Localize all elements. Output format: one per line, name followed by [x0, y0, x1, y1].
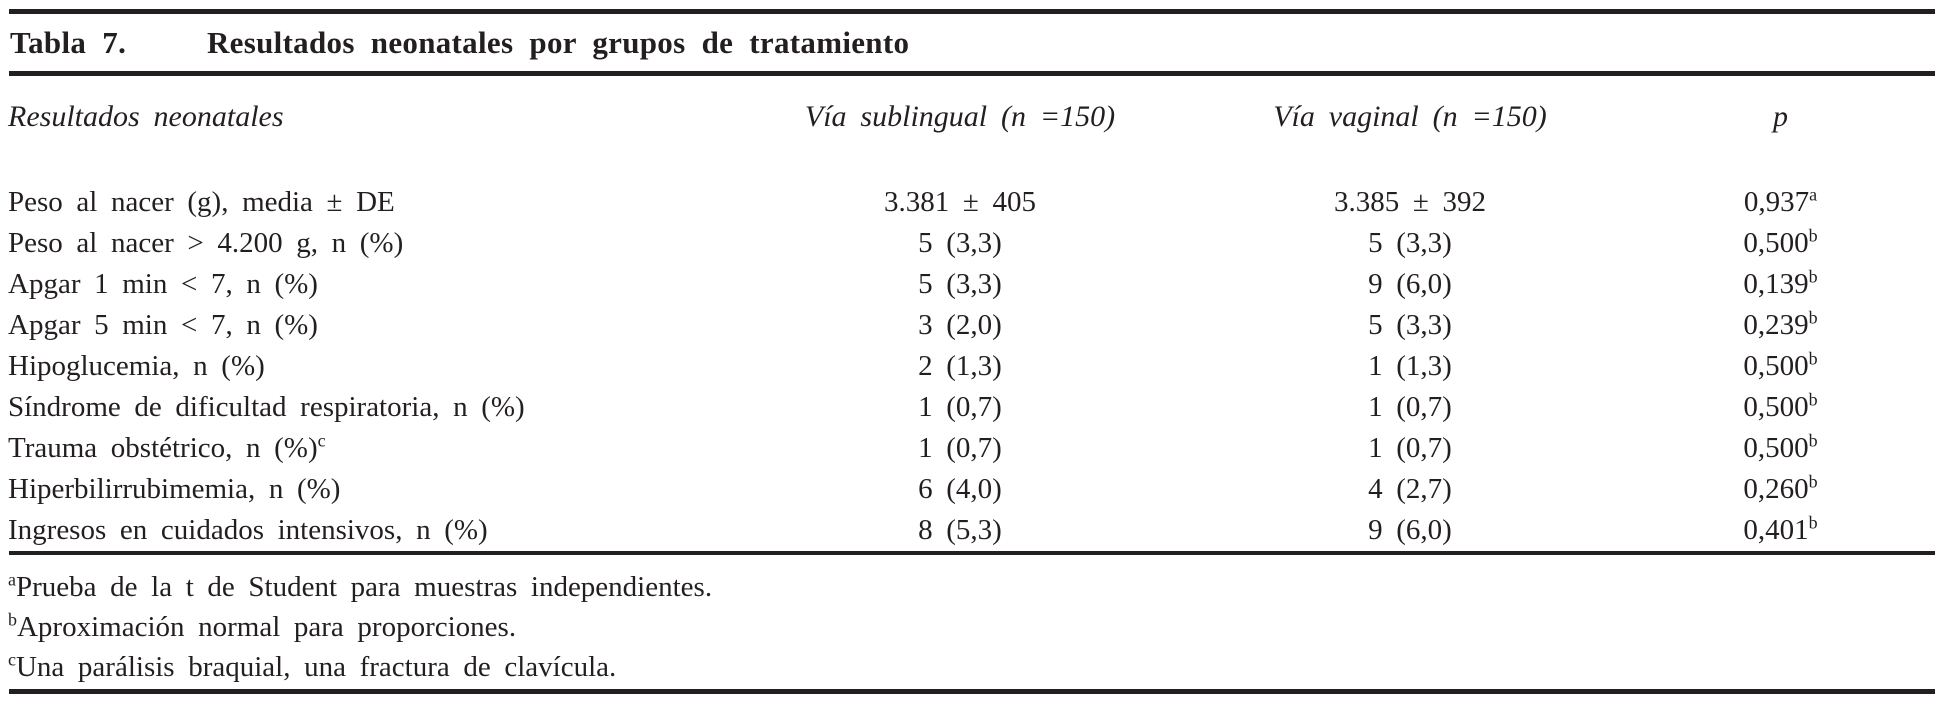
superscript: b: [1808, 225, 1818, 246]
column-header-p: p: [1773, 100, 1788, 133]
sublingual-cell: 1 (0,7): [918, 432, 1002, 464]
sublingual-cell: 5 (3,3): [918, 227, 1002, 259]
p-value: 0,260: [1743, 473, 1809, 505]
sublingual-cell: 2 (1,3): [918, 350, 1002, 382]
outcome-label: Peso al nacer (g), media ± DE: [8, 186, 395, 218]
table-row: Trauma obstétrico, n (%)c 1 (0,7) 1 (0,7…: [0, 428, 1944, 469]
superscript: b: [1808, 348, 1818, 369]
outcome-label: Hiperbilirrubimemia, n (%): [8, 473, 341, 505]
vaginal-cell: 1 (1,3): [1368, 350, 1452, 382]
sublingual-cell: 8 (5,3): [918, 514, 1002, 546]
vaginal-cell: 4 (2,7): [1368, 473, 1452, 505]
superscript: b: [8, 609, 17, 630]
footnote-a: aPrueba de la t de Student para muestras…: [8, 567, 1944, 607]
superscript: b: [1808, 430, 1818, 451]
p-cell: 0,500b: [1645, 387, 1944, 428]
outcome-cell: Apgar 1 min < 7, n (%): [0, 264, 745, 305]
bottom-rule: [9, 689, 1935, 694]
table-row: Síndrome de dificultad respiratoria, n (…: [0, 387, 1944, 428]
table-number: Tabla 7.: [10, 24, 127, 60]
superscript: c: [317, 430, 326, 451]
outcome-cell: Hipoglucemia, n (%): [0, 346, 745, 387]
table-caption: Tabla 7. Resultados neonatales por grupo…: [0, 14, 1944, 71]
p-value: 0,500: [1743, 350, 1809, 382]
superscript: b: [1808, 266, 1818, 287]
table-row: Hiperbilirrubimemia, n (%) 6 (4,0) 4 (2,…: [0, 469, 1944, 510]
footnotes: aPrueba de la t de Student para muestras…: [0, 555, 1944, 687]
superscript: b: [1808, 307, 1818, 328]
table-row: Hipoglucemia, n (%) 2 (1,3) 1 (1,3) 0,50…: [0, 346, 1944, 387]
p-cell: 0,937a: [1645, 182, 1944, 223]
vaginal-cell: 9 (6,0): [1368, 514, 1452, 546]
table-row: Peso al nacer > 4.200 g, n (%) 5 (3,3) 5…: [0, 223, 1944, 264]
outcome-cell: Apgar 5 min < 7, n (%): [0, 305, 745, 346]
superscript: c: [8, 649, 16, 670]
outcome-cell: Peso al nacer (g), media ± DE: [0, 182, 745, 223]
footnote-rule: [9, 551, 1935, 555]
p-value: 0,500: [1743, 391, 1809, 423]
superscript: b: [1808, 389, 1818, 410]
table-row: Peso al nacer (g), media ± DE 3.381 ± 40…: [0, 182, 1944, 223]
p-value: 0,937: [1743, 186, 1810, 218]
p-value: 0,139: [1743, 268, 1809, 300]
table-body: Peso al nacer (g), media ± DE 3.381 ± 40…: [0, 182, 1944, 551]
p-cell: 0,500b: [1645, 346, 1944, 387]
outcome-cell: Peso al nacer > 4.200 g, n (%): [0, 223, 745, 264]
footnote-text: Una parálisis braquial, una fractura de …: [15, 651, 617, 683]
table-header: Resultados neonatales Vía sublingual (n …: [0, 76, 1944, 182]
sublingual-cell: 3 (2,0): [918, 309, 1002, 341]
p-cell: 0,500b: [1645, 223, 1944, 264]
superscript: b: [1808, 471, 1818, 492]
outcome-label: Apgar 5 min < 7, n (%): [8, 309, 318, 341]
p-cell: 0,260b: [1645, 469, 1944, 510]
vaginal-cell: 5 (3,3): [1368, 309, 1452, 341]
vaginal-cell: 1 (0,7): [1368, 432, 1452, 464]
vaginal-cell: 9 (6,0): [1368, 268, 1452, 300]
outcome-label: Síndrome de dificultad respiratoria, n (…: [8, 391, 525, 423]
outcome-cell: Síndrome de dificultad respiratoria, n (…: [0, 387, 745, 428]
sublingual-cell: 3.381 ± 405: [884, 186, 1036, 218]
superscript: a: [8, 569, 16, 590]
table-title: Resultados neonatales por grupos de trat…: [207, 24, 910, 60]
neonatal-outcomes-table: Resultados neonatales Vía sublingual (n …: [0, 76, 1944, 551]
caption-rule: [9, 71, 1935, 76]
outcome-cell: Ingresos en cuidados intensivos, n (%): [0, 510, 745, 551]
p-cell: 0,401b: [1645, 510, 1944, 551]
superscript: b: [1808, 512, 1818, 533]
p-value: 0,239: [1743, 309, 1809, 341]
p-cell: 0,239b: [1645, 305, 1944, 346]
outcome-label: Ingresos en cuidados intensivos, n (%): [8, 514, 488, 546]
outcome-label: Peso al nacer > 4.200 g, n (%): [8, 227, 404, 259]
sublingual-cell: 6 (4,0): [918, 473, 1002, 505]
footnote-c: cUna parálisis braquial, una fractura de…: [8, 647, 1944, 687]
vaginal-cell: 5 (3,3): [1368, 227, 1452, 259]
outcome-cell: Hiperbilirrubimemia, n (%): [0, 469, 745, 510]
header-row: Resultados neonatales Vía sublingual (n …: [0, 76, 1944, 182]
outcome-label: Trauma obstétrico, n (%): [8, 432, 318, 464]
column-header-sublingual: Vía sublingual (n =150): [804, 100, 1116, 133]
table-row: Apgar 5 min < 7, n (%) 3 (2,0) 5 (3,3) 0…: [0, 305, 1944, 346]
footnote-text: Prueba de la t de Student para muestras …: [15, 571, 713, 603]
outcome-label: Apgar 1 min < 7, n (%): [8, 268, 318, 300]
outcome-cell: Trauma obstétrico, n (%)c: [0, 428, 745, 469]
footnote-b: bAproximación normal para proporciones.: [8, 607, 1944, 647]
column-header-outcome: Resultados neonatales: [8, 100, 284, 133]
footnote-text: Aproximación normal para proporciones.: [16, 611, 517, 643]
outcome-label: Hipoglucemia, n (%): [8, 350, 265, 382]
sublingual-cell: 5 (3,3): [918, 268, 1002, 300]
table-row: Apgar 1 min < 7, n (%) 5 (3,3) 9 (6,0) 0…: [0, 264, 1944, 305]
p-cell: 0,139b: [1645, 264, 1944, 305]
vaginal-cell: 1 (0,7): [1368, 391, 1452, 423]
superscript: a: [1809, 184, 1818, 205]
p-value: 0,500: [1743, 227, 1809, 259]
top-rule: [9, 9, 1935, 14]
table-row: Ingresos en cuidados intensivos, n (%) 8…: [0, 510, 1944, 551]
p-value: 0,401: [1743, 514, 1809, 546]
p-value: 0,500: [1743, 432, 1809, 464]
column-header-vaginal: Vía vaginal (n =150): [1273, 100, 1547, 133]
sublingual-cell: 1 (0,7): [918, 391, 1002, 423]
p-cell: 0,500b: [1645, 428, 1944, 469]
vaginal-cell: 3.385 ± 392: [1334, 186, 1486, 218]
